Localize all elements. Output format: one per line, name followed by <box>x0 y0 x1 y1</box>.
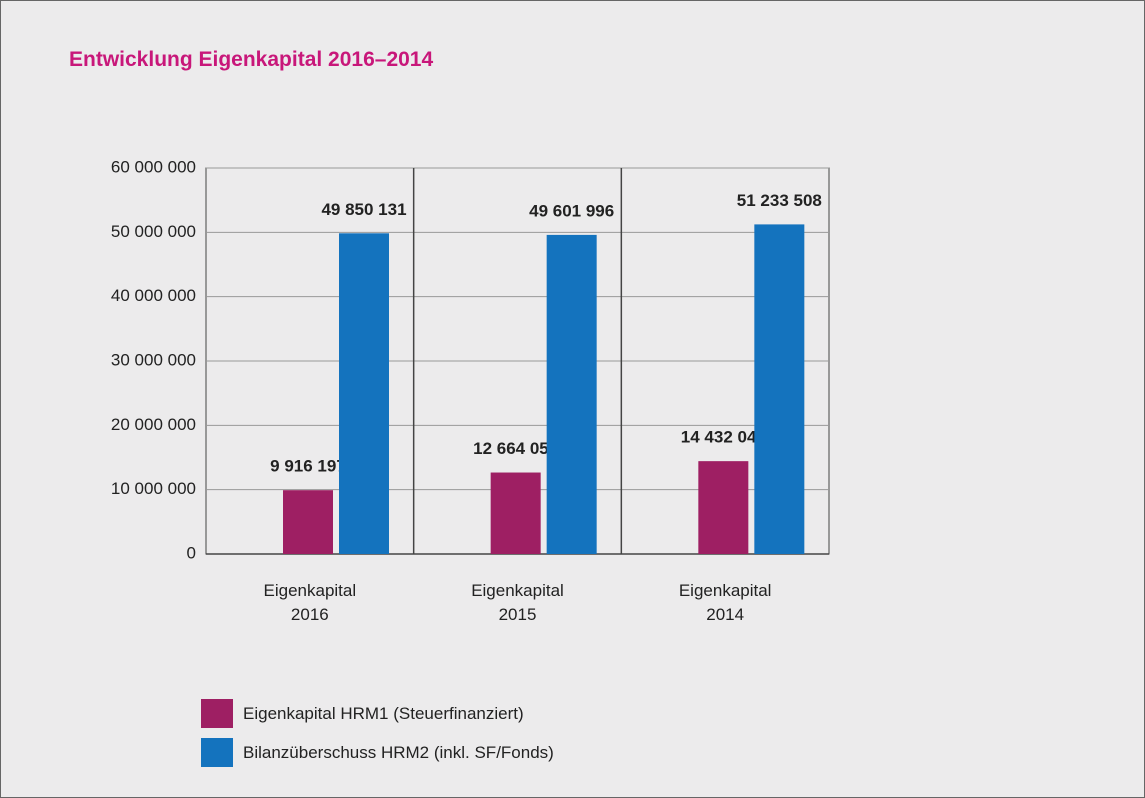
y-tick-label: 20 000 000 <box>111 415 196 434</box>
value-label: 49 601 996 <box>529 201 614 220</box>
y-tick-label: 50 000 000 <box>111 222 196 241</box>
y-tick-label: 30 000 000 <box>111 350 196 369</box>
legend-label: Eigenkapital HRM1 (Steuerfinanziert) <box>243 704 524 723</box>
bar <box>754 224 805 554</box>
legend-swatch <box>201 738 233 767</box>
value-label: 14 432 044 <box>681 428 767 447</box>
y-tick-label: 0 <box>187 543 196 562</box>
bar <box>546 234 597 554</box>
y-tick-label: 40 000 000 <box>111 286 196 305</box>
bar <box>698 461 749 554</box>
y-tick-label: 60 000 000 <box>111 157 196 176</box>
x-tick-label: Eigenkapital 2016 <box>263 581 357 624</box>
legend-swatch <box>201 699 233 728</box>
bar <box>339 233 389 554</box>
value-label: 51 233 508 <box>737 191 822 210</box>
x-tick-label: Eigenkapital 2014 <box>678 581 772 624</box>
legend-label: Bilanzüberschuss HRM2 (inkl. SF/Fonds) <box>243 743 554 762</box>
x-tick-label: Eigenkapital 2015 <box>471 581 564 624</box>
value-label: 49 850 131 <box>321 200 406 219</box>
bar <box>490 472 541 554</box>
bar <box>283 490 333 554</box>
value-label: 12 664 050 <box>473 439 558 458</box>
chart-title: Entwicklung Eigenkapital 2016–2014 <box>69 48 434 71</box>
y-tick-label: 10 000 000 <box>111 479 196 498</box>
value-label: 9 916 197 <box>270 457 346 476</box>
